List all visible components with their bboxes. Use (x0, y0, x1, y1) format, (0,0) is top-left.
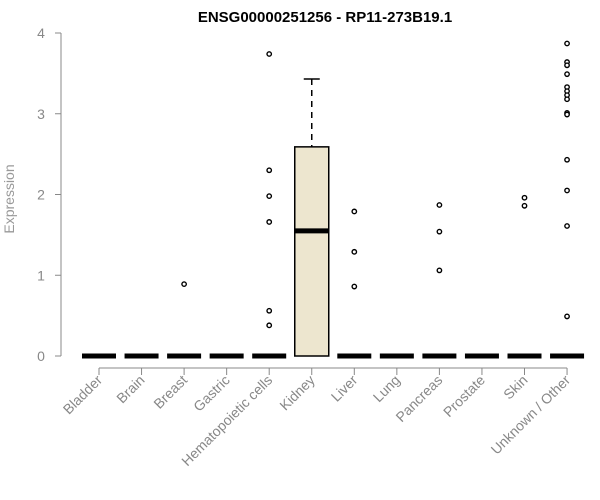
outlier-point (351, 283, 358, 290)
box-group (252, 51, 287, 359)
box-group (337, 208, 372, 359)
outlier-point (351, 248, 358, 255)
outlier-point (521, 194, 528, 201)
outlier-point (564, 111, 570, 118)
outlier-point (564, 40, 570, 47)
y-tick-label: 2 (37, 187, 45, 203)
outlier-point (564, 71, 570, 78)
outlier-point (266, 307, 273, 314)
box-group (167, 281, 202, 359)
y-axis: 0 1 2 3 4 (37, 25, 62, 364)
outlier-point (266, 51, 273, 57)
x-category-label: Skin (500, 372, 531, 403)
outlier-point (181, 281, 188, 288)
y-tick-label: 4 (37, 25, 45, 41)
y-tick-label: 0 (37, 348, 45, 364)
x-category-label: Pancreas (392, 372, 445, 425)
box-group (550, 40, 585, 359)
outlier-point (436, 228, 443, 235)
outlier-point (266, 167, 273, 174)
outlier-point (564, 62, 570, 69)
outlier-point (564, 313, 570, 320)
x-category-label: Kidney (276, 372, 318, 414)
x-category-label: Prostate (440, 372, 488, 420)
outlier-point (266, 219, 273, 225)
y-tick-label: 1 (37, 267, 45, 283)
x-category-label: Lung (370, 372, 403, 405)
x-category-label: Brain (113, 372, 147, 406)
outlier-point (266, 322, 273, 329)
x-category-label: Liver (328, 372, 361, 405)
box-iqr (294, 146, 330, 357)
plot-area (82, 40, 585, 359)
outlier-point (436, 202, 443, 208)
box-group (294, 78, 330, 357)
x-category-label: Unknown / Other (488, 372, 574, 458)
box-group (422, 202, 457, 359)
y-tick-label: 3 (37, 106, 45, 122)
outlier-point (564, 156, 570, 163)
x-category-label: Breast (150, 372, 190, 412)
outlier-point (436, 267, 443, 274)
box-group (507, 194, 542, 359)
outlier-point (521, 202, 528, 209)
outlier-point (266, 193, 273, 200)
outlier-point (564, 96, 570, 103)
x-category-label: Bladder (60, 372, 106, 418)
outlier-point (351, 208, 358, 215)
chart-title: ENSG00000251256 - RP11-273B19.1 (198, 9, 452, 26)
outlier-point (564, 223, 570, 229)
y-axis-label: Expression (1, 164, 17, 233)
outlier-point (564, 187, 570, 194)
